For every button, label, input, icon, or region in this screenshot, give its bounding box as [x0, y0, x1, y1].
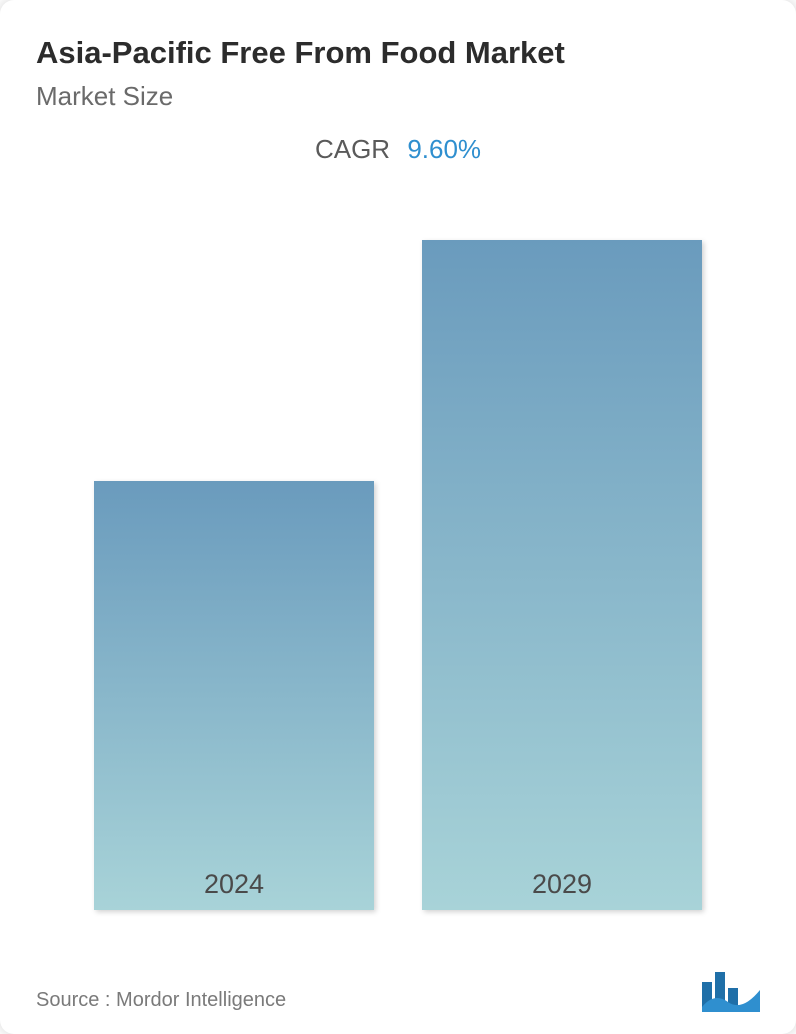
- bars-container: 2024 2029: [36, 240, 760, 910]
- bar-wrap: 2029: [422, 240, 702, 910]
- cagr-value: 9.60%: [407, 134, 481, 164]
- page-subtitle: Market Size: [36, 81, 760, 112]
- bar-category-label: 2024: [204, 869, 264, 900]
- bar-category-label: 2029: [532, 869, 592, 900]
- bar-chart: 2024 2029: [36, 175, 760, 966]
- mordor-logo-icon: [702, 972, 760, 1012]
- bar: [422, 240, 702, 910]
- footer: Source : Mordor Intelligence: [36, 966, 760, 1012]
- cagr-row: CAGR 9.60%: [36, 134, 760, 165]
- market-summary-card: Asia-Pacific Free From Food Market Marke…: [0, 0, 796, 1034]
- source-text: Source : Mordor Intelligence: [36, 989, 286, 1012]
- cagr-label: CAGR: [315, 134, 390, 164]
- bar: [94, 481, 374, 910]
- page-title: Asia-Pacific Free From Food Market: [36, 34, 760, 73]
- bar-wrap: 2024: [94, 481, 374, 910]
